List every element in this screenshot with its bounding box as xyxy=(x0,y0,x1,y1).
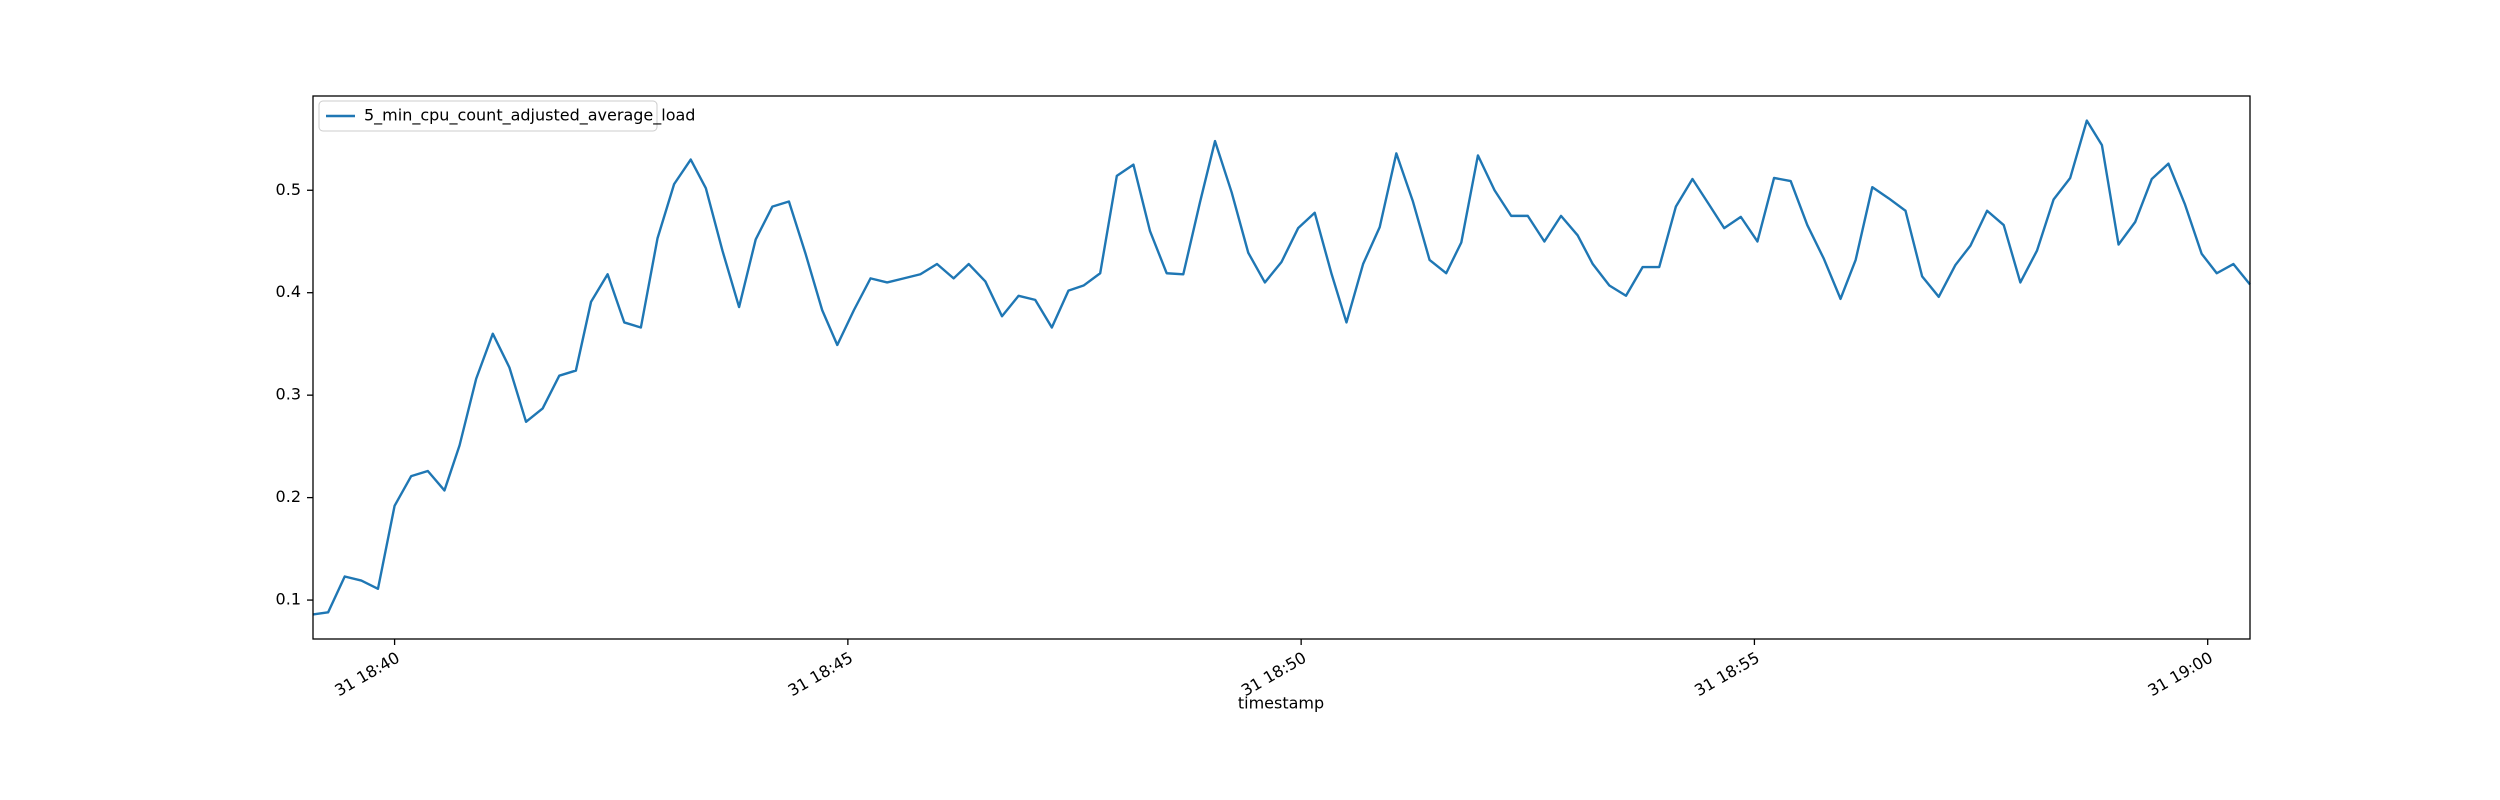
x-tick-label: 31 18:45 xyxy=(785,648,856,700)
plot-frame xyxy=(312,95,2251,640)
x-tick-label: 31 19:00 xyxy=(2144,648,2215,700)
y-tick-label: 0.2 xyxy=(276,487,301,506)
x-axis-label: timestamp xyxy=(1238,694,1324,713)
y-tick-label: 0.4 xyxy=(276,282,301,301)
y-tick-label: 0.5 xyxy=(276,180,301,199)
legend-label: 5_min_cpu_count_adjusted_average_load xyxy=(364,106,695,126)
data-line xyxy=(312,119,2251,616)
x-tick-label: 31 18:40 xyxy=(331,648,402,700)
x-tick-label: 31 18:50 xyxy=(1238,648,1309,700)
y-tick-label: 0.1 xyxy=(276,590,301,609)
y-tick-label: 0.3 xyxy=(276,385,301,404)
x-tick-label: 31 18:55 xyxy=(1691,648,1762,700)
legend-box xyxy=(318,100,658,132)
